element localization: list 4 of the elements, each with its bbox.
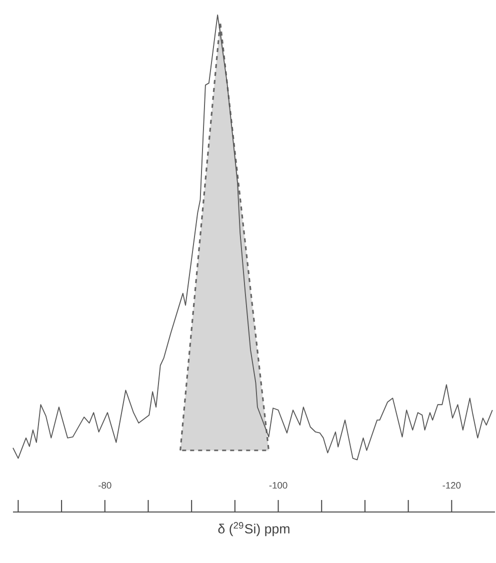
x-tick-label: -100 — [270, 482, 288, 489]
x-tick-label: -120 — [442, 482, 461, 489]
x-axis-title: δ ($^{29}$Si) ppm — [218, 522, 290, 536]
x-tick-label: -80 — [98, 482, 112, 489]
